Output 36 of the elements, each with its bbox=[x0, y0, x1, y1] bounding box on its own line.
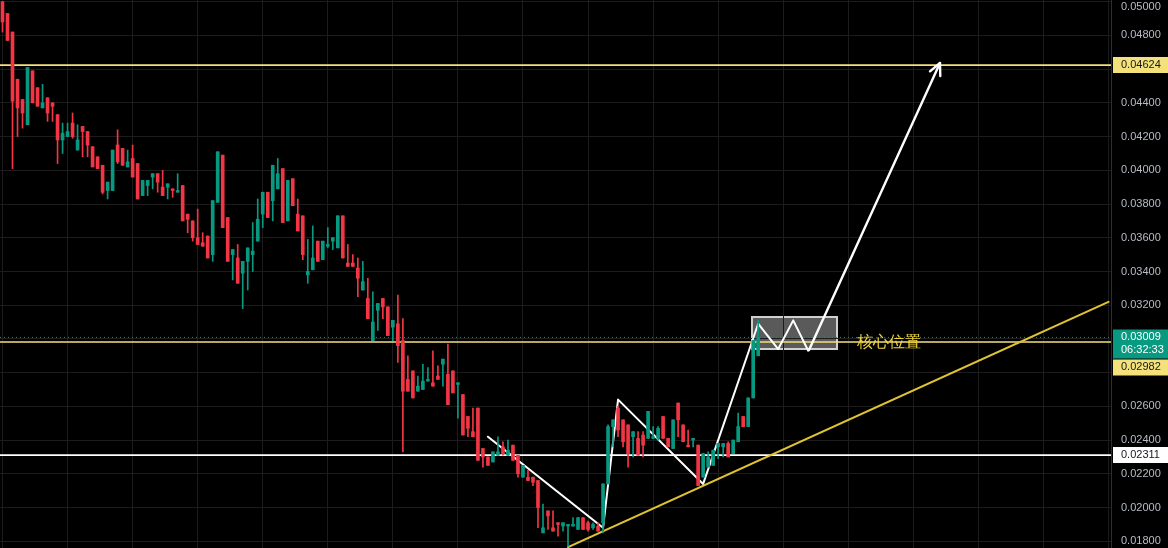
y-tick-label: 0.04400 bbox=[1121, 95, 1161, 108]
ref-line-label: 0.04624 bbox=[1121, 58, 1161, 71]
candlestick bbox=[521, 465, 525, 478]
candlestick bbox=[335, 215, 340, 249]
candlestick bbox=[265, 191, 270, 218]
y-tick-label: 0.05000 bbox=[1121, 0, 1161, 13]
candlestick bbox=[486, 456, 490, 466]
candlestick bbox=[751, 340, 756, 399]
y-tick-label: 0.02000 bbox=[1121, 500, 1161, 513]
y-tick-label: 0.04200 bbox=[1121, 129, 1161, 142]
candlestick bbox=[290, 178, 295, 207]
candlestick bbox=[386, 306, 390, 336]
candlestick bbox=[696, 444, 700, 486]
y-tick-label: 0.02400 bbox=[1121, 433, 1161, 446]
candlestick bbox=[671, 419, 675, 449]
candlestick bbox=[285, 180, 290, 222]
ref-line-label: 0.03009 bbox=[1121, 330, 1161, 343]
y-tick-label: 0.04000 bbox=[1121, 163, 1161, 176]
candlestick bbox=[340, 215, 345, 259]
candlestick bbox=[681, 424, 685, 443]
candlestick bbox=[315, 240, 320, 262]
candlestick bbox=[741, 416, 745, 427]
candlestick bbox=[280, 168, 285, 223]
y-tick-label: 0.03200 bbox=[1121, 298, 1161, 311]
candlestick bbox=[746, 397, 750, 427]
ref-line-label: 0.02982 bbox=[1121, 360, 1161, 373]
y-tick-label: 0.04800 bbox=[1121, 28, 1161, 41]
y-tick-label: 0.03600 bbox=[1121, 230, 1161, 243]
y-tick-label: 0.01800 bbox=[1121, 534, 1161, 547]
ref-line-label: 0.02311 bbox=[1121, 448, 1160, 461]
text: 06:32:33 bbox=[1121, 343, 1164, 356]
y-tick-label: 0.02600 bbox=[1121, 399, 1161, 412]
candlestick bbox=[205, 235, 210, 259]
y-tick-label: 0.03400 bbox=[1121, 264, 1161, 277]
y-tick-label: 0.03800 bbox=[1121, 197, 1161, 210]
y-tick-label: 0.02200 bbox=[1121, 466, 1161, 479]
